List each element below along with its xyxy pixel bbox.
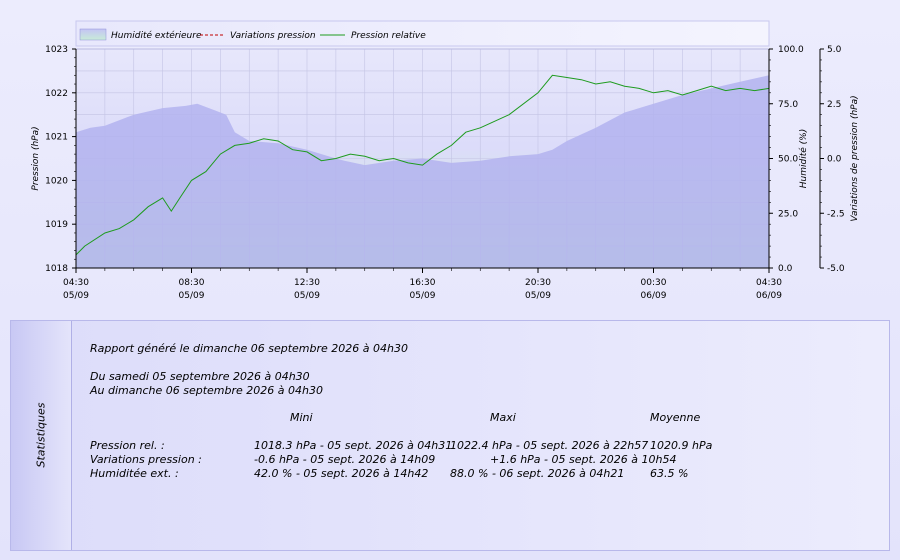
- legend-swatch-humidite: [79, 28, 107, 41]
- tick-label-left: 1022: [45, 89, 68, 99]
- chart: 1023 1022 1021 1020 1019 1018 Pression (hPa) 10…: [31, 20, 860, 301]
- tick-label-bottom-time: 12:30: [294, 278, 320, 288]
- axis-title-right1: Humidité (%): [798, 129, 809, 188]
- tick-label-left: 1021: [45, 133, 68, 143]
- tick-label-bottom-date: 05/09: [294, 291, 320, 301]
- tick-label-right2: 2.5: [827, 100, 841, 110]
- series-line-pression-relative: [75, 74, 770, 256]
- tick-label-bottom-date: 05/09: [410, 291, 436, 301]
- row-min: -0.6 hPa - 05 sept. 2026 à 14h09: [254, 453, 436, 466]
- stats-content: Rapport généré le dimanche 06 septembre …: [90, 321, 889, 550]
- tick-label-right2: -2.5: [827, 209, 845, 219]
- tick-label-bottom-date: 05/09: [63, 291, 89, 301]
- row-max: 88.0 % - 06 sept. 2026 à 04h21: [450, 467, 625, 480]
- tick-label-bottom-date: 06/09: [756, 291, 782, 301]
- row-avg: 1020.9 hPa: [650, 439, 713, 452]
- row-min: 1018.3 hPa - 05 sept. 2026 à 04h31: [254, 439, 453, 452]
- tick-label-right1: 0.0: [778, 264, 793, 274]
- tick-label-right1: 100.0: [778, 45, 804, 55]
- stats-side-bar: Statistiques: [11, 321, 72, 550]
- legend-label-variations: Variations pression: [230, 31, 316, 41]
- tick-label-right2: -5.0: [827, 264, 845, 274]
- legend-label-pression: Pression relative: [351, 31, 426, 41]
- row-label: Pression rel. :: [90, 439, 165, 452]
- tick-label-right2: 5.0: [827, 45, 842, 55]
- tick-label-bottom-date: 06/09: [641, 291, 667, 301]
- tick-label-bottom-time: 20:30: [525, 278, 551, 288]
- row-min: 42.0 % - 05 sept. 2026 à 14h42: [254, 467, 429, 480]
- tick-label-bottom-date: 05/09: [179, 291, 205, 301]
- stats-panel: Statistiques Rapport généré le dimanche …: [10, 320, 890, 551]
- axis-title-right2: Variations de pression (hPa): [850, 95, 860, 221]
- axis-title-left: Pression (hPa): [31, 126, 41, 190]
- stats-title: Statistiques: [34, 402, 48, 468]
- tick-label-bottom-time: 04:30: [63, 278, 89, 288]
- tick-label-left: 1019: [45, 220, 68, 230]
- tick-label-right1: 25.0: [778, 209, 798, 219]
- report-line: Rapport généré le dimanche 06 septembre …: [90, 342, 408, 355]
- header-avg: Moyenne: [650, 411, 701, 424]
- legend: Humidité extérieure Variations pression …: [75, 20, 770, 47]
- tick-label-bottom-time: 16:30: [410, 278, 436, 288]
- series-area-humidite-exterieure: [76, 75, 769, 268]
- tick-label-right2: 0.0: [827, 155, 842, 165]
- header-max: Maxi: [490, 411, 516, 424]
- legend-box: [75, 20, 770, 47]
- tick-label-bottom-time: 04:30: [756, 278, 782, 288]
- tick-label-left: 1018: [45, 264, 68, 274]
- tick-label-bottom-time: 00:30: [641, 278, 667, 288]
- tick-label-left: 1023: [45, 45, 68, 55]
- row-avg: 63.5 %: [650, 467, 689, 480]
- tick-label-bottom-date: 05/09: [525, 291, 551, 301]
- to-line: Au dimanche 06 septembre 2026 à 04h30: [90, 384, 323, 397]
- row-max: 1022.4 hPa - 05 sept. 2026 à 22h57: [450, 439, 649, 452]
- row-max: +1.6 hPa - 05 sept. 2026 à 10h54: [490, 453, 677, 466]
- from-line: Du samedi 05 septembre 2026 à 04h30: [90, 370, 310, 383]
- tick-label-right1: 50.0: [778, 155, 798, 165]
- tick-label-right1: 75.0: [778, 100, 798, 110]
- header-min: Mini: [290, 411, 313, 424]
- row-label: Humiditée ext. :: [90, 467, 179, 480]
- legend-label-humidite: Humidité extérieure: [111, 30, 202, 41]
- tick-label-left: 1020: [45, 176, 68, 186]
- tick-label-bottom-time: 08:30: [179, 278, 205, 288]
- row-label: Variations pression :: [90, 453, 202, 466]
